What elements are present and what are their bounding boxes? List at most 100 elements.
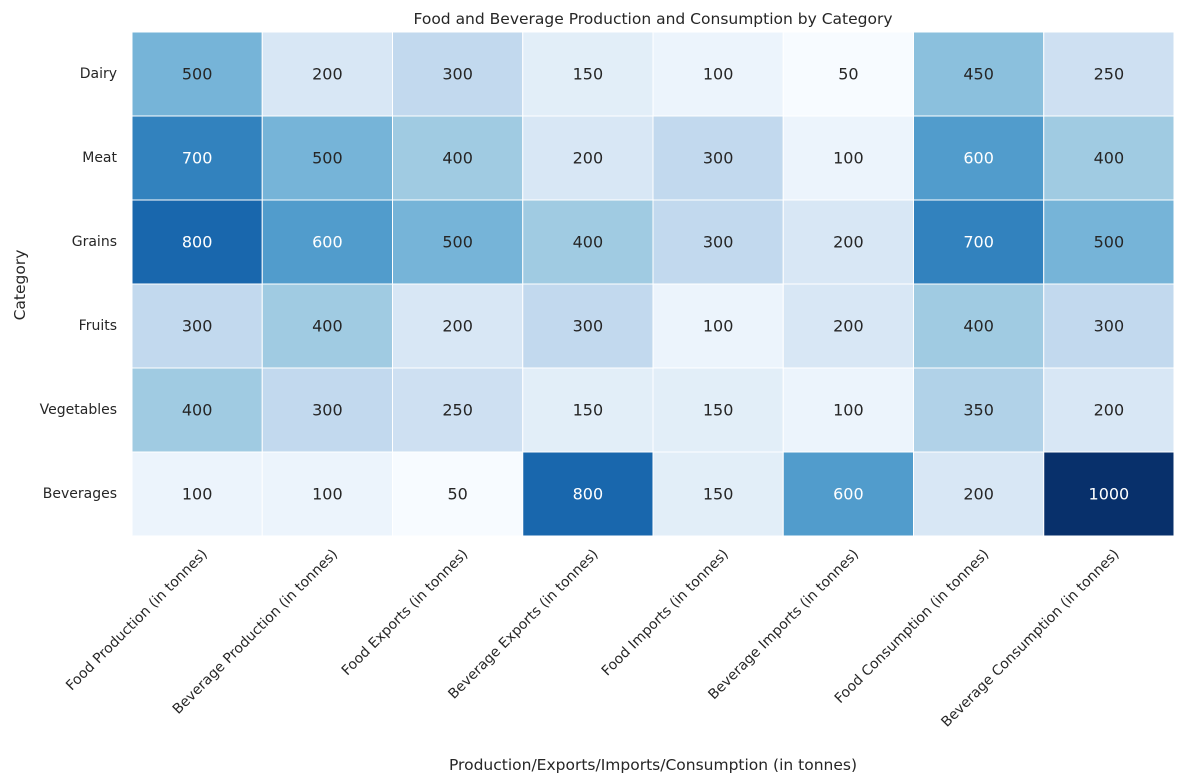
y-axis-ticks: Dairy Meat Grains Fruits Vegetables Beverages [40, 66, 118, 502]
cell-value-label: 100 [182, 485, 213, 504]
cell-value-label: 200 [573, 149, 604, 168]
heatmap-cell [261, 31, 393, 117]
y-tick-label: Meat [82, 150, 117, 166]
cell-value-label: 600 [312, 233, 343, 252]
y-tick-label: Vegetables [40, 402, 117, 418]
cell-value-label: 400 [573, 233, 604, 252]
cell-value-label: 100 [703, 317, 734, 336]
x-tick-label: Food Production (in tonnes) [63, 546, 211, 694]
cell-value-label: 350 [963, 401, 994, 420]
cell-value-label: 250 [1094, 65, 1125, 84]
heatmap-cell [522, 283, 654, 369]
heatmap-cell [652, 451, 784, 537]
heatmap-cell [392, 31, 524, 117]
x-tick-label: Food Exports (in tonnes) [339, 546, 472, 679]
cell-value-label: 100 [703, 65, 734, 84]
heatmap-cell [652, 283, 784, 369]
cell-value-label: 150 [703, 485, 734, 504]
heatmap-cell [522, 199, 654, 285]
heatmap-cell [1043, 31, 1175, 117]
cell-value-label: 150 [573, 65, 604, 84]
cell-value-label: 200 [833, 317, 864, 336]
cell-value-label: 100 [312, 485, 343, 504]
cell-value-label: 250 [442, 401, 473, 420]
cell-value-label: 300 [312, 401, 343, 420]
cell-value-label: 500 [312, 149, 343, 168]
heatmap-cell [652, 367, 784, 453]
heatmap-cell [131, 451, 263, 537]
cell-value-label: 500 [182, 65, 213, 84]
chart-title: Food and Beverage Production and Consump… [413, 10, 892, 28]
heatmap-cell [522, 31, 654, 117]
cell-value-label: 500 [442, 233, 473, 252]
cell-value-label: 700 [963, 233, 994, 252]
heatmap-cell [261, 115, 393, 201]
heatmap-cell [913, 367, 1045, 453]
heatmap-cell [131, 199, 263, 285]
heatmap-cell [652, 31, 784, 117]
heatmap-cell [652, 199, 784, 285]
heatmap-cell [1043, 115, 1175, 201]
y-tick-label: Grains [72, 234, 117, 250]
cell-value-label: 300 [573, 317, 604, 336]
heatmap-cell [131, 31, 263, 117]
cell-value-label: 200 [442, 317, 473, 336]
cell-value-label: 100 [833, 401, 864, 420]
heatmap-cell [261, 199, 393, 285]
y-axis-label: Category [11, 250, 29, 321]
heatmap-cell [913, 199, 1045, 285]
cell-value-label: 100 [833, 149, 864, 168]
cell-value-label: 600 [963, 149, 994, 168]
x-tick-label: Beverage Imports (in tonnes) [705, 546, 862, 703]
heatmap-cell [782, 31, 914, 117]
heatmap-cell [261, 451, 393, 537]
cell-value-label: 800 [182, 233, 213, 252]
cell-value-label: 50 [838, 65, 858, 84]
cell-value-label: 450 [963, 65, 994, 84]
cell-value-label: 300 [442, 65, 473, 84]
x-tick-label: Beverage Exports (in tonnes) [445, 546, 601, 702]
heatmap-cell [782, 367, 914, 453]
heatmap-cell [1043, 367, 1175, 453]
heatmap-cell [392, 451, 524, 537]
cell-value-label: 1000 [1089, 485, 1130, 504]
cell-value-label: 300 [1094, 317, 1125, 336]
cell-value-label: 200 [833, 233, 864, 252]
cell-value-label: 700 [182, 149, 213, 168]
heatmap-cell [782, 199, 914, 285]
x-axis-ticks: Food Production (in tonnes)Beverage Prod… [63, 546, 1122, 730]
cell-value-label: 200 [312, 65, 343, 84]
heatmap-cell [913, 283, 1045, 369]
cell-value-label: 300 [703, 149, 734, 168]
heatmap-cell [392, 367, 524, 453]
cell-value-label: 400 [312, 317, 343, 336]
heatmap-cell [522, 367, 654, 453]
cell-value-label: 400 [442, 149, 473, 168]
cell-value-label: 300 [182, 317, 213, 336]
x-axis-label: Production/Exports/Imports/Consumption (… [449, 756, 857, 774]
heatmap-cell [1043, 199, 1175, 285]
heatmap-cell [782, 115, 914, 201]
cell-value-label: 300 [703, 233, 734, 252]
cell-value-label: 400 [1094, 149, 1125, 168]
cell-value-label: 800 [573, 485, 604, 504]
y-tick-label: Fruits [79, 318, 117, 334]
heatmap-cell [913, 115, 1045, 201]
cell-value-label: 150 [573, 401, 604, 420]
cell-value-label: 50 [447, 485, 467, 504]
cell-value-label: 600 [833, 485, 864, 504]
cell-value-label: 150 [703, 401, 734, 420]
heatmap-cell [392, 199, 524, 285]
cell-value-label: 400 [182, 401, 213, 420]
heatmap-cell [913, 451, 1045, 537]
heatmap-cell [1043, 451, 1175, 537]
heatmap-cell [131, 283, 263, 369]
cell-value-label: 200 [1094, 401, 1125, 420]
heatmap-cell [652, 115, 784, 201]
cell-value-label: 200 [963, 485, 994, 504]
heatmap-cell [782, 451, 914, 537]
heatmap-cell [522, 115, 654, 201]
x-tick-label: Food Consumption (in tonnes) [832, 546, 993, 707]
y-tick-label: Beverages [43, 486, 117, 502]
